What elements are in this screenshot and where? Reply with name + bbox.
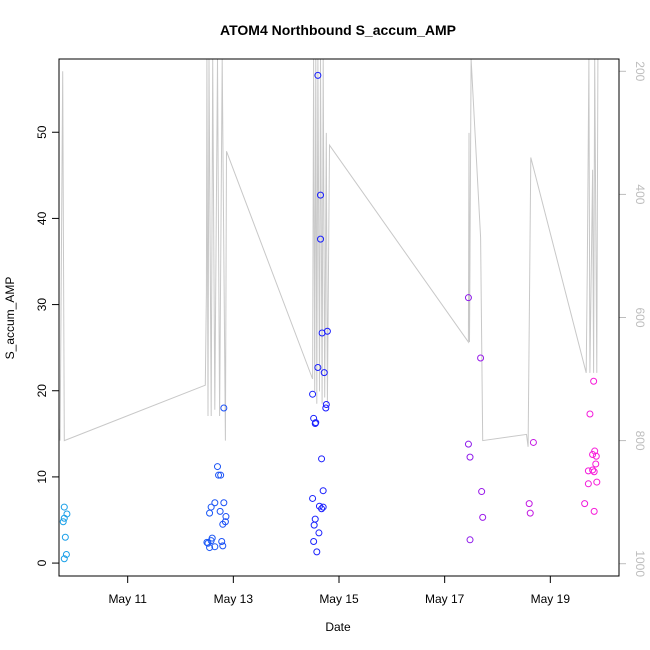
data-point bbox=[222, 513, 230, 521]
data-point bbox=[478, 488, 486, 496]
data-point bbox=[310, 521, 318, 529]
x-axis-title: Date bbox=[325, 620, 351, 634]
data-point bbox=[464, 294, 472, 302]
y-tick-label: 50 bbox=[35, 125, 49, 139]
y-tick-label: 0 bbox=[35, 559, 49, 566]
data-point bbox=[464, 440, 472, 448]
data-point bbox=[593, 478, 601, 486]
y2-tick-label: 600 bbox=[633, 307, 647, 327]
x-tick-label: May 13 bbox=[214, 592, 254, 606]
data-point bbox=[211, 499, 219, 507]
data-point bbox=[220, 404, 228, 412]
data-point bbox=[319, 487, 327, 495]
data-point bbox=[309, 494, 317, 502]
data-point bbox=[584, 467, 592, 475]
data-point bbox=[213, 463, 221, 471]
data-point bbox=[314, 71, 322, 79]
data-point bbox=[323, 327, 331, 335]
data-point bbox=[592, 452, 600, 460]
y2-tick-label: 800 bbox=[633, 431, 647, 451]
data-point bbox=[311, 515, 319, 523]
data-point bbox=[466, 453, 474, 461]
data-point bbox=[318, 455, 326, 463]
data-point bbox=[590, 377, 598, 385]
data-point bbox=[61, 533, 69, 541]
secondary-series-line bbox=[58, 58, 599, 447]
data-point bbox=[529, 438, 537, 446]
data-point bbox=[526, 509, 534, 517]
y-axis-title: S_accum_AMP bbox=[3, 277, 17, 360]
data-point bbox=[63, 510, 71, 518]
data-point bbox=[206, 544, 214, 552]
data-point bbox=[60, 503, 68, 511]
x-tick-label: May 19 bbox=[531, 592, 571, 606]
data-point bbox=[584, 480, 592, 488]
data-point bbox=[310, 538, 318, 546]
y2-tick-label: 200 bbox=[633, 61, 647, 81]
data-point bbox=[207, 503, 215, 511]
data-point bbox=[319, 503, 327, 511]
x-tick-label: May 17 bbox=[425, 592, 465, 606]
data-point bbox=[477, 354, 485, 362]
data-point bbox=[211, 543, 219, 551]
y-tick-label: 30 bbox=[35, 298, 49, 312]
y-tick-label: 40 bbox=[35, 211, 49, 225]
data-point bbox=[590, 507, 598, 515]
data-point bbox=[320, 369, 328, 377]
data-point bbox=[312, 419, 320, 427]
data-point bbox=[317, 235, 325, 243]
data-point bbox=[206, 509, 214, 517]
data-point bbox=[315, 529, 323, 537]
data-point bbox=[322, 401, 330, 409]
y2-tick-label: 400 bbox=[633, 184, 647, 204]
data-point bbox=[220, 499, 228, 507]
data-point bbox=[216, 507, 224, 515]
data-point bbox=[60, 555, 68, 563]
data-point bbox=[208, 534, 216, 542]
chart-title: ATOM4 Northbound S_accum_AMP bbox=[220, 22, 456, 38]
data-point bbox=[466, 536, 474, 544]
data-point bbox=[322, 404, 330, 412]
x-tick-label: May 11 bbox=[108, 592, 147, 606]
y2-tick-label: 1000 bbox=[633, 550, 647, 577]
data-point bbox=[219, 542, 227, 550]
data-point bbox=[313, 548, 321, 556]
y-tick-label: 20 bbox=[35, 384, 49, 398]
data-point bbox=[590, 468, 598, 476]
data-point bbox=[589, 451, 597, 459]
data-point bbox=[317, 191, 325, 199]
data-point bbox=[218, 538, 226, 546]
data-point bbox=[309, 390, 317, 398]
data-point bbox=[217, 471, 225, 479]
plot-frame bbox=[58, 58, 620, 577]
data-point bbox=[314, 363, 322, 371]
data-point bbox=[62, 550, 70, 558]
data-point bbox=[215, 471, 223, 479]
data-point bbox=[581, 500, 589, 508]
data-point bbox=[59, 518, 67, 526]
data-point bbox=[592, 460, 600, 468]
y-tick-label: 10 bbox=[35, 470, 49, 484]
data-point bbox=[525, 500, 533, 508]
data-point bbox=[318, 505, 326, 513]
data-point bbox=[589, 466, 597, 474]
data-point bbox=[586, 410, 594, 418]
data-point bbox=[221, 518, 229, 526]
x-tick-label: May 15 bbox=[319, 592, 359, 606]
data-point bbox=[479, 513, 487, 521]
